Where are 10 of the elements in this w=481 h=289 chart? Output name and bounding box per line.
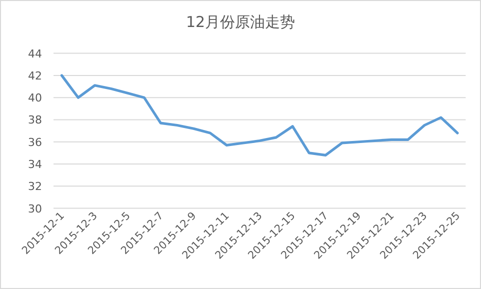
y-tick-label: 34: [28, 158, 42, 172]
y-tick-label: 44: [28, 47, 42, 60]
y-tick-label: 40: [28, 92, 42, 105]
y-tick-label: 32: [28, 180, 42, 194]
y-tick-label: 36: [28, 136, 42, 149]
y-tick-label: 30: [28, 202, 42, 216]
line-series: [60, 74, 459, 156]
title: 12月份原油走势: [186, 13, 296, 31]
y-tick-label: 38: [28, 114, 42, 127]
y-tick-label: 42: [28, 69, 42, 82]
